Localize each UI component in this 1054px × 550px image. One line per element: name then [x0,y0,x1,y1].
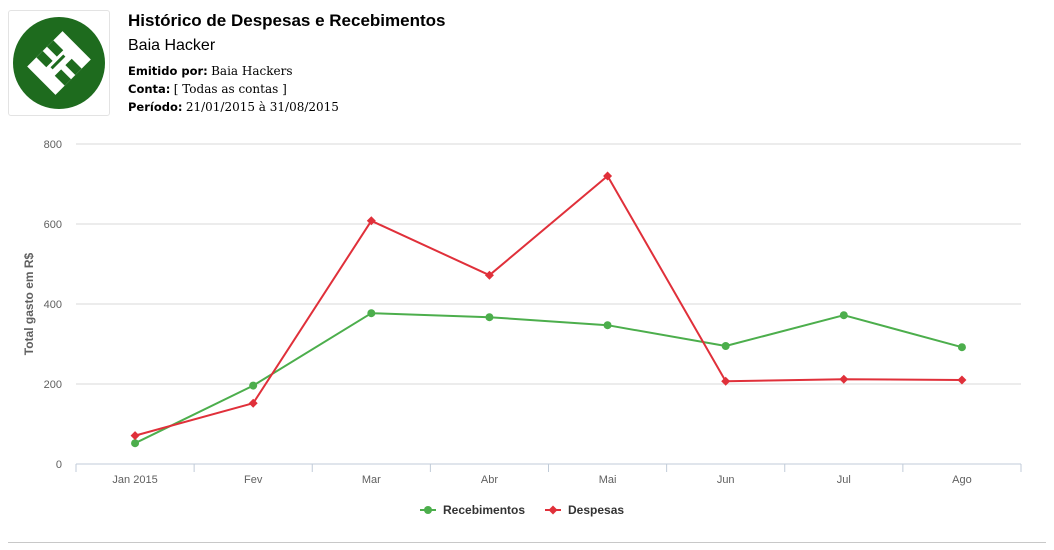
x-tick-label: Mar [362,474,381,486]
y-tick-label: 800 [44,139,62,151]
y-axis-title: Total gasto em R$ [22,252,36,355]
series-line-recebimentos [134,312,963,445]
account-value: [ Todas as contas ] [173,82,287,96]
x-tick-label: Fev [244,474,263,486]
data-point [130,431,140,441]
line-chart: 0 200 400 600 800 Jan 2015 Fev Mar Abr Mai Jun Jul A… [22,139,1022,517]
baia-hacker-logo-icon [13,17,105,109]
y-tick-label: 200 [44,379,62,391]
series-line-despesas [134,175,962,437]
data-point [366,216,376,226]
issued-by-row: Emitido por: Baia Hackers [128,62,445,80]
legend-marker [424,506,432,514]
data-point [485,313,494,322]
legend-label: Recebimentos [443,503,525,517]
data-point [367,309,376,318]
legend-label: Despesas [568,503,624,517]
x-tick-label: Jan 2015 [112,474,157,486]
data-point [957,375,967,385]
period-value: 21/01/2015 à 31/08/2015 [185,100,339,114]
y-tick-label: 400 [44,299,62,311]
data-point [957,343,966,352]
x-tick-label: Jul [837,474,851,486]
y-tick-label: 0 [56,459,62,471]
data-point [839,311,848,320]
data-point [603,321,612,330]
issued-by-label: Emitido por: [128,64,208,78]
y-tick-label: 600 [44,219,62,231]
period-label: Período: [128,100,183,114]
account-label: Conta: [128,82,171,96]
data-point [249,381,258,390]
data-point [248,398,258,408]
account-row: Conta: [ Todas as contas ] [128,80,445,98]
logo-frame [8,10,110,116]
issued-by-value: Baia Hackers [211,64,293,78]
data-point [131,439,140,448]
report-subtitle: Baia Hacker [128,37,216,54]
data-point [839,374,849,384]
data-point [721,376,731,386]
x-tick-label: Mai [599,474,617,486]
report-title: Histórico de Despesas e Recebimentos [128,11,446,30]
period-row: Período: 21/01/2015 à 31/08/2015 [128,98,445,116]
data-point [484,270,494,280]
x-tick-label: Abr [481,474,498,486]
data-point [721,342,730,350]
x-tick-label: Jun [717,474,735,486]
data-point [603,171,613,181]
x-tick-label: Ago [952,474,972,486]
legend-marker [548,505,558,515]
bottom-divider [8,542,1046,543]
report-header: Histórico de Despesas e Recebimentos Bai… [128,10,445,116]
